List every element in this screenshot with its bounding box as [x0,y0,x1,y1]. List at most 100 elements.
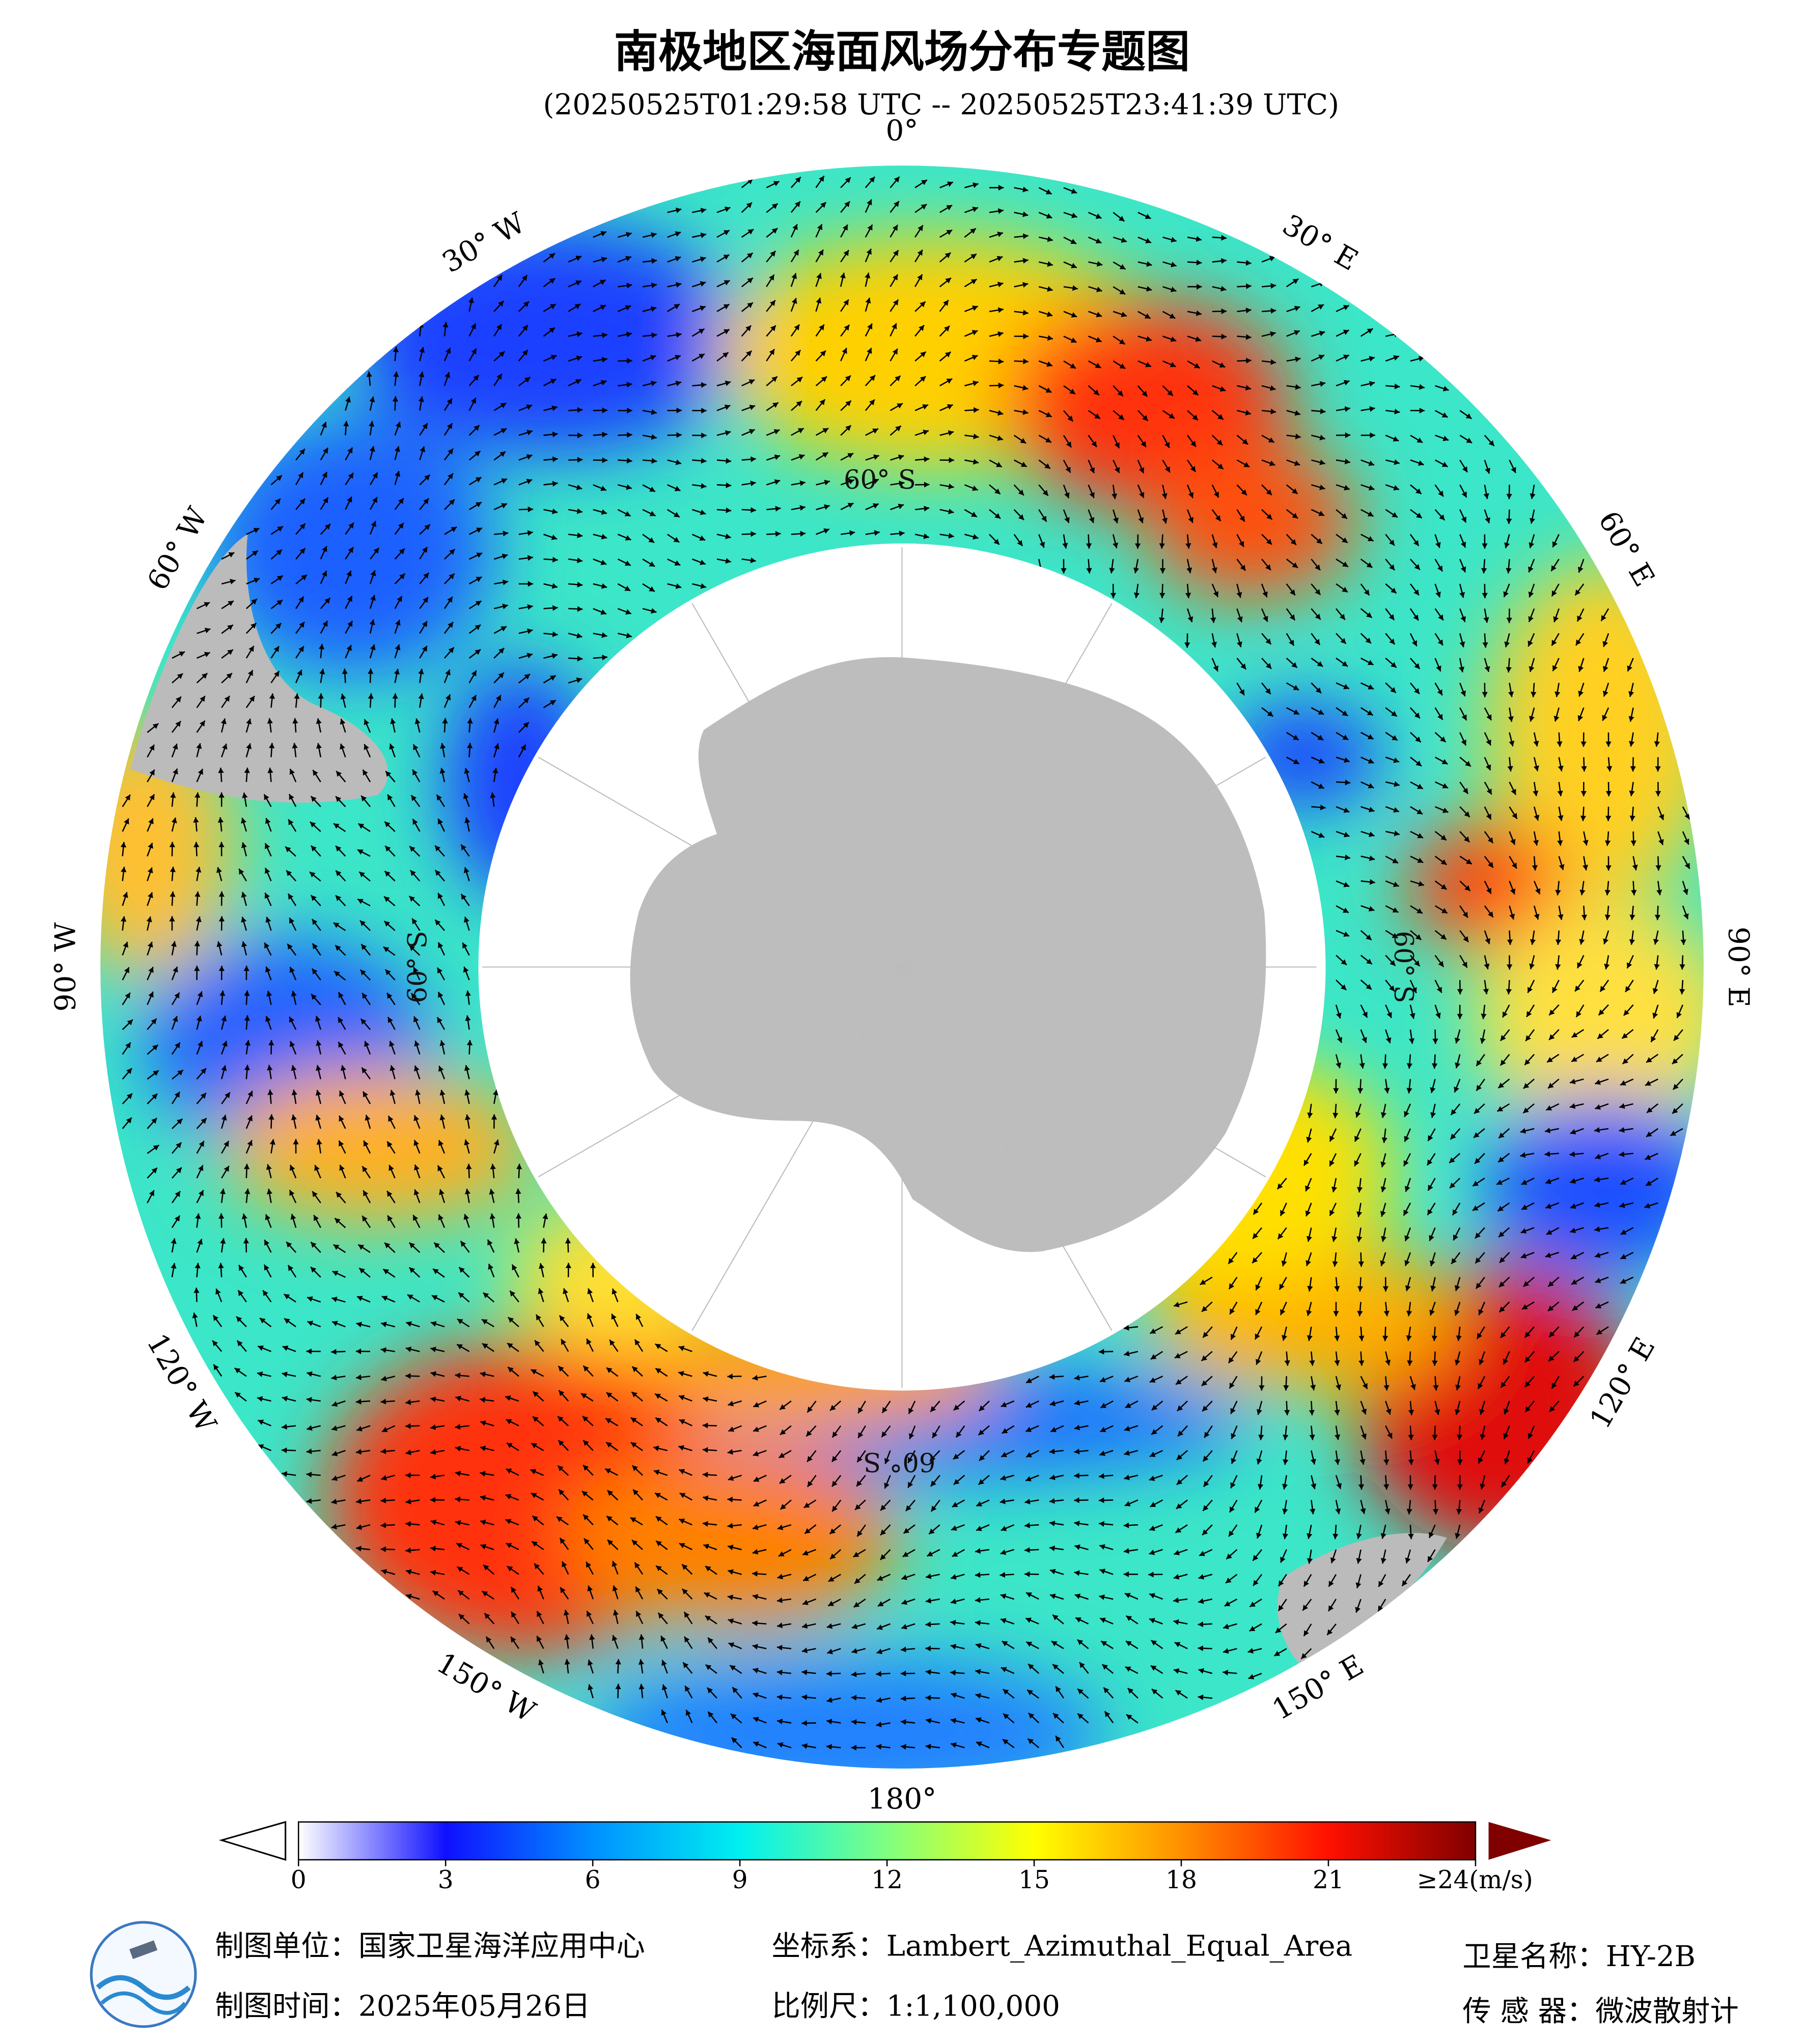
wind-arrow [264,867,272,882]
wind-arrow-head [1315,687,1322,693]
wind-arrow-head [1528,566,1534,573]
wind-arrow [1162,509,1168,524]
wind-arrow-head [149,744,154,751]
wind-arrow-head [476,502,482,508]
wind-arrow-head [1243,462,1250,467]
wind-arrow-head [1583,839,1589,846]
wind-arrow [1509,905,1515,920]
wind-arrow [593,380,607,386]
wind-arrow-head [1511,862,1517,869]
wind-arrow-head [369,421,375,427]
wind-arrow [369,595,376,609]
wind-arrow [1458,658,1465,673]
wind-arrow-head [445,669,451,676]
wind-arrow-head [359,872,365,878]
wind-arrow-head [502,579,509,585]
wind-arrow [642,380,657,387]
wind-arrow [265,818,272,832]
wind-arrow [171,720,182,733]
wind-arrow-head [1557,741,1563,747]
wind-arrow [444,499,455,510]
wind-arrow-head [1159,543,1165,549]
wind-arrow-head [299,498,306,505]
wind-arrow [1311,434,1325,440]
wind-arrow-head [447,423,453,430]
wind-arrow-head [348,472,353,479]
wind-arrow [964,484,979,491]
wind-arrow-head [625,609,631,615]
wind-arrow [593,534,607,540]
wind-arrow [362,769,371,782]
wind-arrow-head [347,447,353,454]
wind-arrow-head [1086,543,1092,549]
wind-arrow [221,673,233,684]
wind-arrow [1385,905,1399,913]
wind-arrow-head [424,474,430,481]
wind-arrow [364,719,371,733]
wind-arrow-head [1418,460,1424,466]
wind-arrow [333,823,346,832]
wind-arrow-head [274,498,281,505]
wind-arrow [170,792,176,807]
wind-arrow [1162,435,1170,449]
wind-arrow [1063,435,1072,448]
wind-arrow [1261,434,1275,443]
wind-arrow [1361,831,1375,837]
wind-arrow [1336,682,1350,690]
wind-arrow-head [842,348,847,354]
wind-arrow-head [147,867,153,874]
wind-arrow-head [1555,939,1562,945]
wind-arrow-head [1022,385,1029,391]
wind-arrow [241,817,247,832]
wind-arrow-head [600,559,607,566]
wind-arrow [393,371,399,386]
wind-arrow-head [276,600,283,606]
wind-arrow [914,404,929,411]
wind-arrow [1655,856,1661,871]
wind-arrow [1336,432,1351,438]
wind-arrow-head [399,548,405,554]
wind-arrow-head [1605,741,1612,747]
wind-arrow [468,450,481,461]
wind-arrow [295,547,306,560]
wind-arrow [617,305,631,313]
wind-arrow [493,718,499,733]
wind-arrow [568,557,583,564]
wind-arrow-head [725,430,731,436]
wind-arrow [989,256,1003,263]
wind-arrow-head [1463,936,1468,942]
wind-arrow-head [334,823,340,829]
wind-arrow-head [1369,879,1375,885]
wind-arrow [1311,509,1325,516]
wind-arrow-head [1603,938,1608,944]
wind-arrow-head [218,842,225,848]
wind-arrow-head [1581,766,1587,772]
wind-arrow [617,583,631,592]
wind-arrow-head [700,208,706,214]
wind-arrow-head [1119,363,1126,369]
wind-arrow [342,668,348,683]
wind-arrow [1574,583,1585,596]
wind-arrow [1385,781,1400,787]
wind-arrow [1361,381,1375,387]
wind-arrow [1385,757,1400,763]
wind-arrow-head [1067,415,1073,422]
wind-arrow-head [1394,781,1400,787]
wind-arrow-head [1365,637,1371,643]
wind-arrow [196,695,206,708]
wind-arrow-head [1070,338,1077,343]
wind-arrow [1553,707,1560,722]
wind-arrow [1434,410,1448,418]
wind-arrow [766,479,781,486]
wind-arrow [1361,406,1375,412]
wind-arrow [1459,806,1470,818]
wind-arrow-head [1459,641,1465,648]
wind-arrow-head [463,793,469,799]
wind-arrow [1187,236,1202,242]
wind-arrow [1361,732,1374,740]
wind-arrow [964,380,979,387]
wind-arrow [1039,236,1053,242]
wind-arrow [1261,682,1271,695]
wind-arrow-head [1141,441,1146,447]
wind-arrow [1088,335,1102,343]
